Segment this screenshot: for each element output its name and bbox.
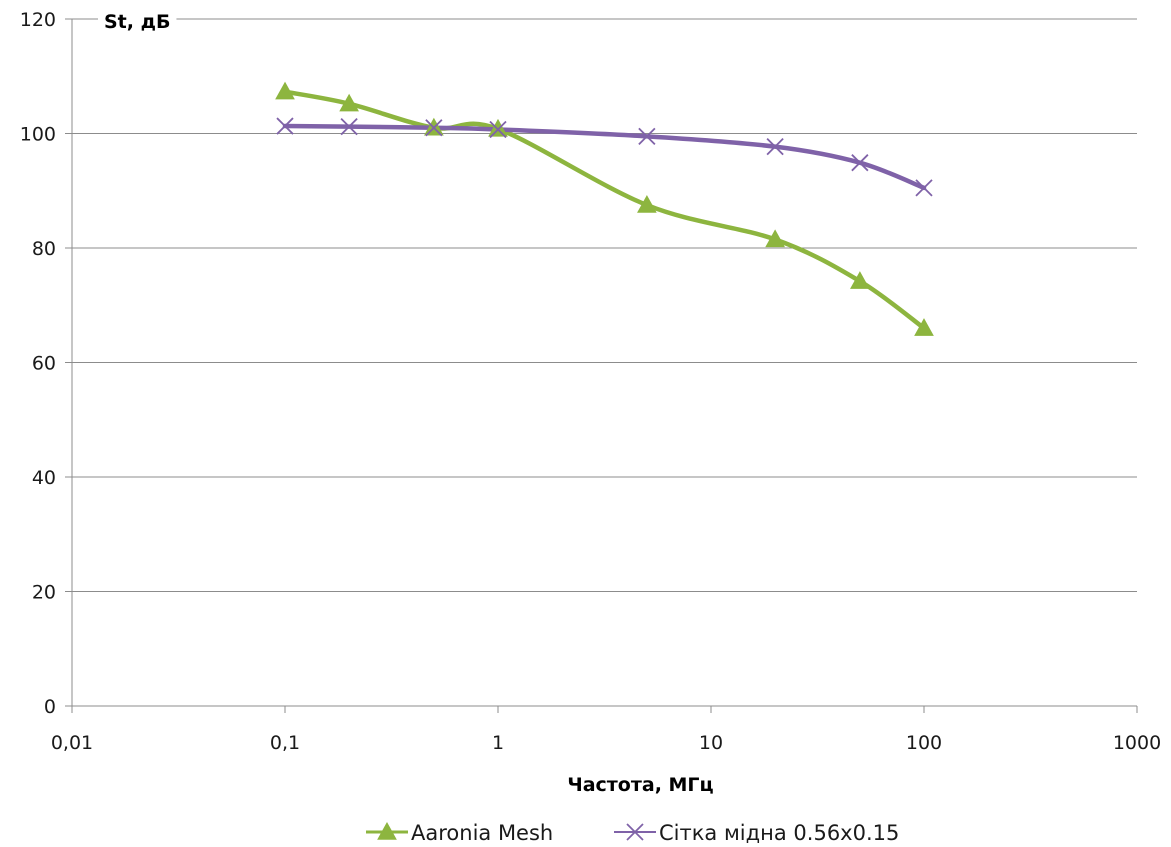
y-tick-label: 100 [20,124,56,146]
legend-swatch-marker [626,823,644,841]
series-line-1 [282,89,927,331]
data-point-series-2 [638,127,656,145]
y-tick-label: 80 [32,238,56,260]
x-axis-title: Частота, МГц [567,774,713,796]
data-point-series-2 [425,119,443,137]
legend-label: Сітка мідна 0.56х0.15 [659,821,899,845]
data-point-series-1 [488,118,508,137]
data-point-series-2 [276,117,294,135]
x-tick-label: 0,1 [270,732,300,754]
x-tick-label: 0,01 [51,732,93,754]
legend-label: Aaronia Mesh [411,821,553,845]
y-axis-title-background [98,10,177,34]
series-line-2 [282,123,927,191]
data-point-series-2 [340,117,358,136]
data-point-series-2 [766,138,784,156]
legend-entry-2: Сітка мідна 0.56х0.15 [614,821,899,845]
data-point-series-1 [637,195,657,213]
data-point-series-1 [765,229,785,248]
data-point-series-2 [851,154,869,172]
y-tick-label: 0 [44,696,56,718]
y-axis-title: St, дБ [104,11,170,33]
series-layer [282,89,927,331]
data-point-series-2 [915,179,933,197]
data-point-series-1 [275,81,295,100]
x-tick-label: 1000 [1113,732,1161,754]
y-tick-label: 40 [32,467,56,489]
x-tick-label: 100 [906,732,942,754]
data-point-series-1 [914,318,934,336]
data-point-series-1 [850,271,870,289]
label-layer: 0 20 40 60 80 100 120 0,01 0,1 1 10 100 1000 St, дБ Ча… [20,9,1161,796]
data-point-series-2 [489,120,507,139]
grid-layer [72,18,1137,592]
x-tick-label: 10 [699,732,723,754]
y-tick-label: 60 [32,353,56,375]
marker-layer [275,81,934,336]
legend: Aaronia Mesh Сітка мідна 0.56х0.15 [366,821,899,845]
y-tick-label: 20 [32,582,56,604]
x-tick-label: 1 [492,732,504,754]
legend-swatch-marker [377,821,397,840]
legend-entry-1: Aaronia Mesh [366,821,553,845]
axis-layer [65,18,1138,713]
y-tick-label: 120 [20,9,56,31]
data-point-series-1 [339,93,359,112]
